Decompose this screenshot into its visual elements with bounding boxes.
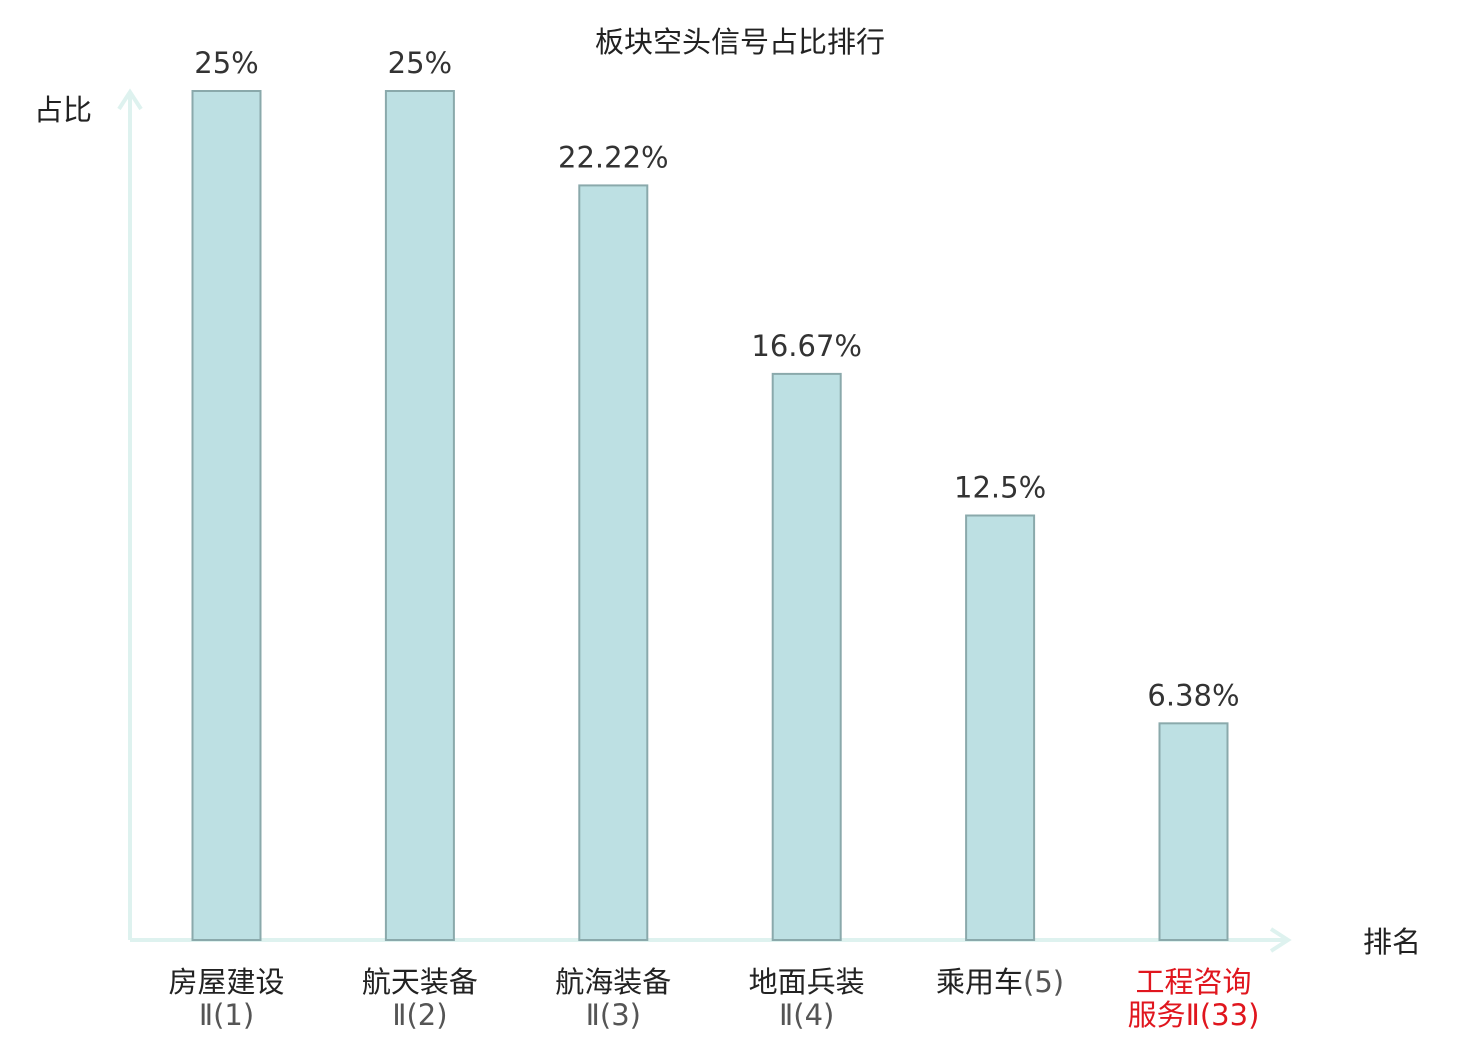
category-label-3: 航海装备 Ⅱ(3)	[513, 966, 713, 1032]
bar-4	[771, 372, 842, 942]
category-label-5: 乘用车(5)	[900, 966, 1100, 999]
value-label-6: 6.38%	[1147, 678, 1239, 712]
category-label-main: 工程咨询	[1135, 965, 1252, 999]
category-label-4: 地面兵装 Ⅱ(4)	[707, 966, 907, 1032]
bar-1	[191, 90, 262, 941]
y-axis	[117, 88, 143, 940]
x-axis	[130, 927, 1292, 953]
category-label-sub: Ⅱ(3)	[585, 998, 641, 1032]
bar-5	[965, 514, 1036, 941]
bar-3	[578, 184, 649, 941]
category-label-main: 乘用车	[936, 965, 1024, 999]
category-label-sub: Ⅱ(4)	[779, 998, 835, 1032]
category-label-main: 地面兵装	[748, 965, 865, 999]
category-label-main: 航海装备	[555, 965, 672, 999]
value-label-1: 25%	[194, 46, 258, 80]
category-label-6: 工程咨询 服务Ⅱ(33)	[1094, 966, 1294, 1032]
value-label-4: 16.67%	[751, 329, 862, 363]
category-label-sub: 服务Ⅱ(33)	[1127, 998, 1260, 1032]
value-label-5: 12.5%	[954, 471, 1046, 505]
category-label-main: 航天装备	[361, 965, 478, 999]
category-label-sub: Ⅱ(2)	[392, 998, 448, 1032]
bar-2	[384, 90, 455, 941]
category-label-1: 房屋建设 Ⅱ(1)	[127, 966, 327, 1032]
chart-title: 板块空头信号占比排行	[595, 25, 885, 59]
category-label-2: 航天装备 Ⅱ(2)	[320, 966, 520, 1032]
y-axis-label: 占比	[34, 93, 92, 127]
category-label-main: 房屋建设	[168, 965, 285, 999]
category-label-sub: (5)	[1023, 965, 1065, 999]
bars-group	[191, 90, 1229, 942]
value-label-2: 25%	[388, 46, 452, 80]
category-label-sub: Ⅱ(1)	[198, 998, 255, 1032]
value-labels-group: 25% 25% 22.22% 16.67% 12.5% 6.38%	[194, 46, 1239, 712]
bar-6	[1158, 722, 1229, 941]
x-axis-label: 排名	[1363, 925, 1421, 959]
value-label-3: 22.22%	[558, 140, 669, 174]
